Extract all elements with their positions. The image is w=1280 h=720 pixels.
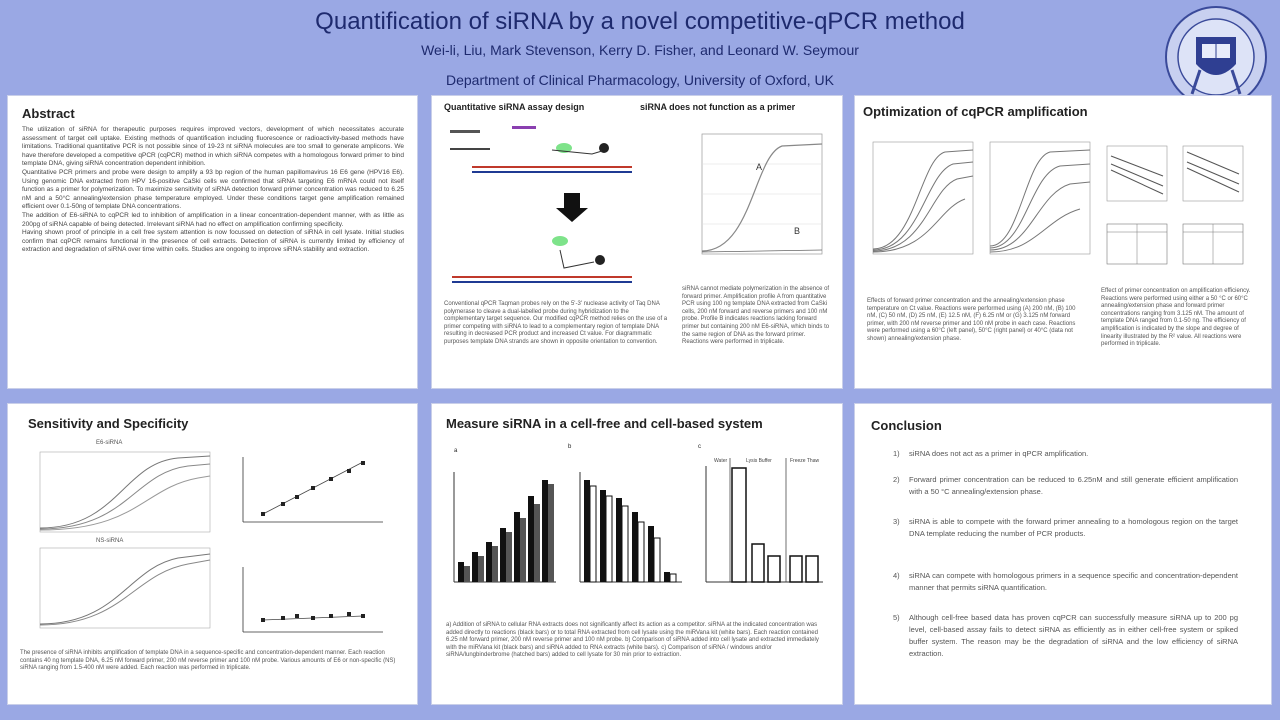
curve-label-a: A xyxy=(756,162,762,172)
conclusion-item: 2) Forward primer concentration can be re… xyxy=(893,475,1238,496)
conclusion-panel: Conclusion 1) siRNA does not act as a pri… xyxy=(855,404,1271,704)
sensitivity-heading: Sensitivity and Specificity xyxy=(28,416,189,431)
panel-label-a: a xyxy=(454,448,458,454)
sensitivity-label-bottom: NS-siRNA xyxy=(96,538,124,544)
primer-test-heading: siRNA does not function as a primer xyxy=(640,102,796,112)
efficiency-plots xyxy=(1106,145,1244,265)
primer-test-caption: siRNA cannot mediate polymerization in t… xyxy=(682,286,830,346)
abstract-paragraph: Having shown proof of principle in a cel… xyxy=(22,229,404,254)
optimization-caption-left: Effects of forward primer concentration … xyxy=(867,298,1076,342)
conclusion-heading: Conclusion xyxy=(871,418,942,433)
abstract-paragraph: The utilization of siRNA for therapeutic… xyxy=(22,126,404,168)
panel-label-c: c xyxy=(698,444,701,450)
sensitivity-label-top: E6-siRNA xyxy=(96,440,123,446)
legend-lysis-buffer: Lysis Buffer xyxy=(746,458,772,464)
conclusion-item: 5) Although cell-free based data has prov… xyxy=(893,613,1238,658)
poster-title: Quantification of siRNA by a novel compe… xyxy=(315,8,965,35)
optimization-caption-right: Effect of primer concentration on amplif… xyxy=(1101,288,1251,348)
poster-header: Quantification of siRNA by a novel compe… xyxy=(0,0,1280,95)
legend-water: Water xyxy=(714,458,728,464)
abstract-paragraph: Quantitative PCR primers and probe were … xyxy=(22,168,404,211)
sensitivity-linear-plots xyxy=(242,457,383,633)
assay-design-heading: Quantitative siRNA assay design xyxy=(444,102,585,112)
conclusion-item: 3) siRNA is able to compete with the forw… xyxy=(893,517,1238,538)
conclusion-item: 1) siRNA does not act as a primer in qPCR… xyxy=(893,449,1089,458)
poster-authors: Wei-li, Liu, Mark Stevenson, Kerry D. Fi… xyxy=(421,42,859,58)
assay-design-caption: Conventional qPCR Taqman probes rely on … xyxy=(444,301,668,345)
sensitivity-caption: The presence of siRNA inhibits amplifica… xyxy=(20,650,396,672)
sensitivity-curves xyxy=(39,451,211,629)
optimization-panel: Optimization of cqPCR amplification Effe… xyxy=(855,96,1271,388)
bar-chart-a xyxy=(453,472,556,583)
assay-design-panel: Quantitative siRNA assay design siRNA do… xyxy=(432,96,842,388)
measure-caption: a) Addition of siRNA to cellular RNA ext… xyxy=(446,622,819,659)
assay-diagram xyxy=(450,126,632,283)
abstract-panel: Abstract The utilization of siRNA for th… xyxy=(8,96,417,388)
measure-heading: Measure siRNA in a cell-free and cell-ba… xyxy=(446,416,763,431)
optimization-heading: Optimization of cqPCR amplification xyxy=(863,104,1088,119)
abstract-paragraph: The addition of E6-siRNA to cqPCR led to… xyxy=(22,211,404,228)
legend-freeze-thaw: Freeze Thaw xyxy=(790,458,820,464)
measure-panel: Measure siRNA in a cell-free and cell-ba… xyxy=(432,404,842,704)
optimization-curves xyxy=(872,141,1091,255)
conclusion-item: 4) siRNA can compete with homologous prim… xyxy=(893,571,1238,592)
panel-label-b: b xyxy=(568,444,572,450)
poster-affiliation: Department of Clinical Pharmacology, Uni… xyxy=(446,72,834,88)
sensitivity-panel: Sensitivity and Specificity E6-siRNA NS-… xyxy=(8,404,417,704)
curve-label-b: B xyxy=(794,226,800,236)
bar-chart-c xyxy=(705,458,823,583)
primer-amplification-chart: A B xyxy=(701,133,823,255)
abstract-heading: Abstract xyxy=(22,106,75,121)
bar-chart-b xyxy=(579,472,682,583)
